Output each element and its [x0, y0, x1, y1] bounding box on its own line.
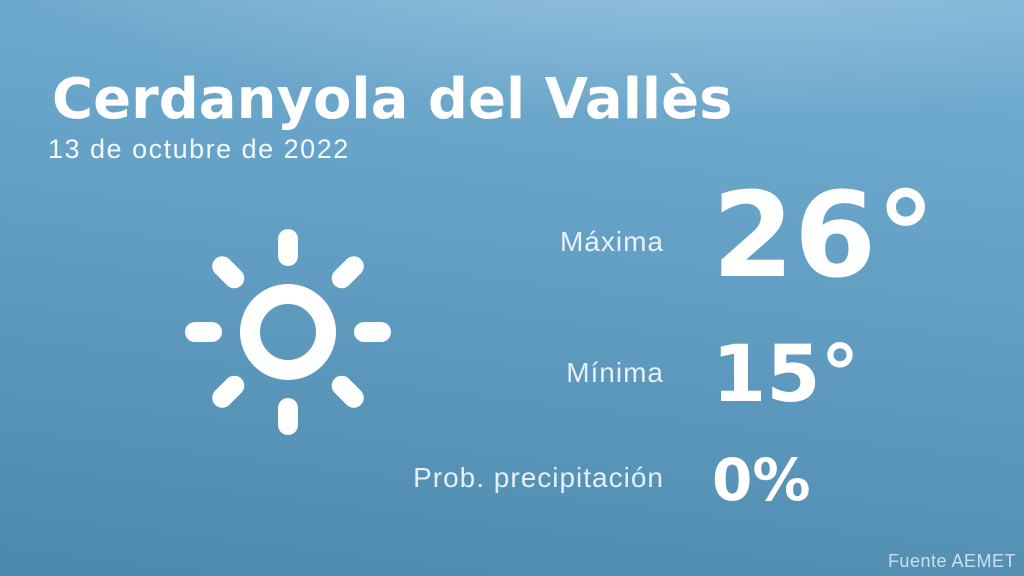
- source-attribution: Fuente AEMET: [887, 551, 1016, 571]
- min-temp-label: Mínima: [566, 357, 664, 388]
- max-temp-value: 26°: [712, 166, 936, 304]
- page-title: Cerdanyola del Vallès: [52, 67, 733, 132]
- sun-icon: [183, 227, 393, 437]
- precipitation-probability-value: 0%: [712, 446, 811, 514]
- max-temp-label: Máxima: [559, 226, 664, 257]
- date-label: 13 de octubre de 2022: [48, 134, 350, 164]
- min-temp-value: 15°: [712, 330, 860, 420]
- precipitation-probability-label: Prob. precipitación: [413, 462, 664, 493]
